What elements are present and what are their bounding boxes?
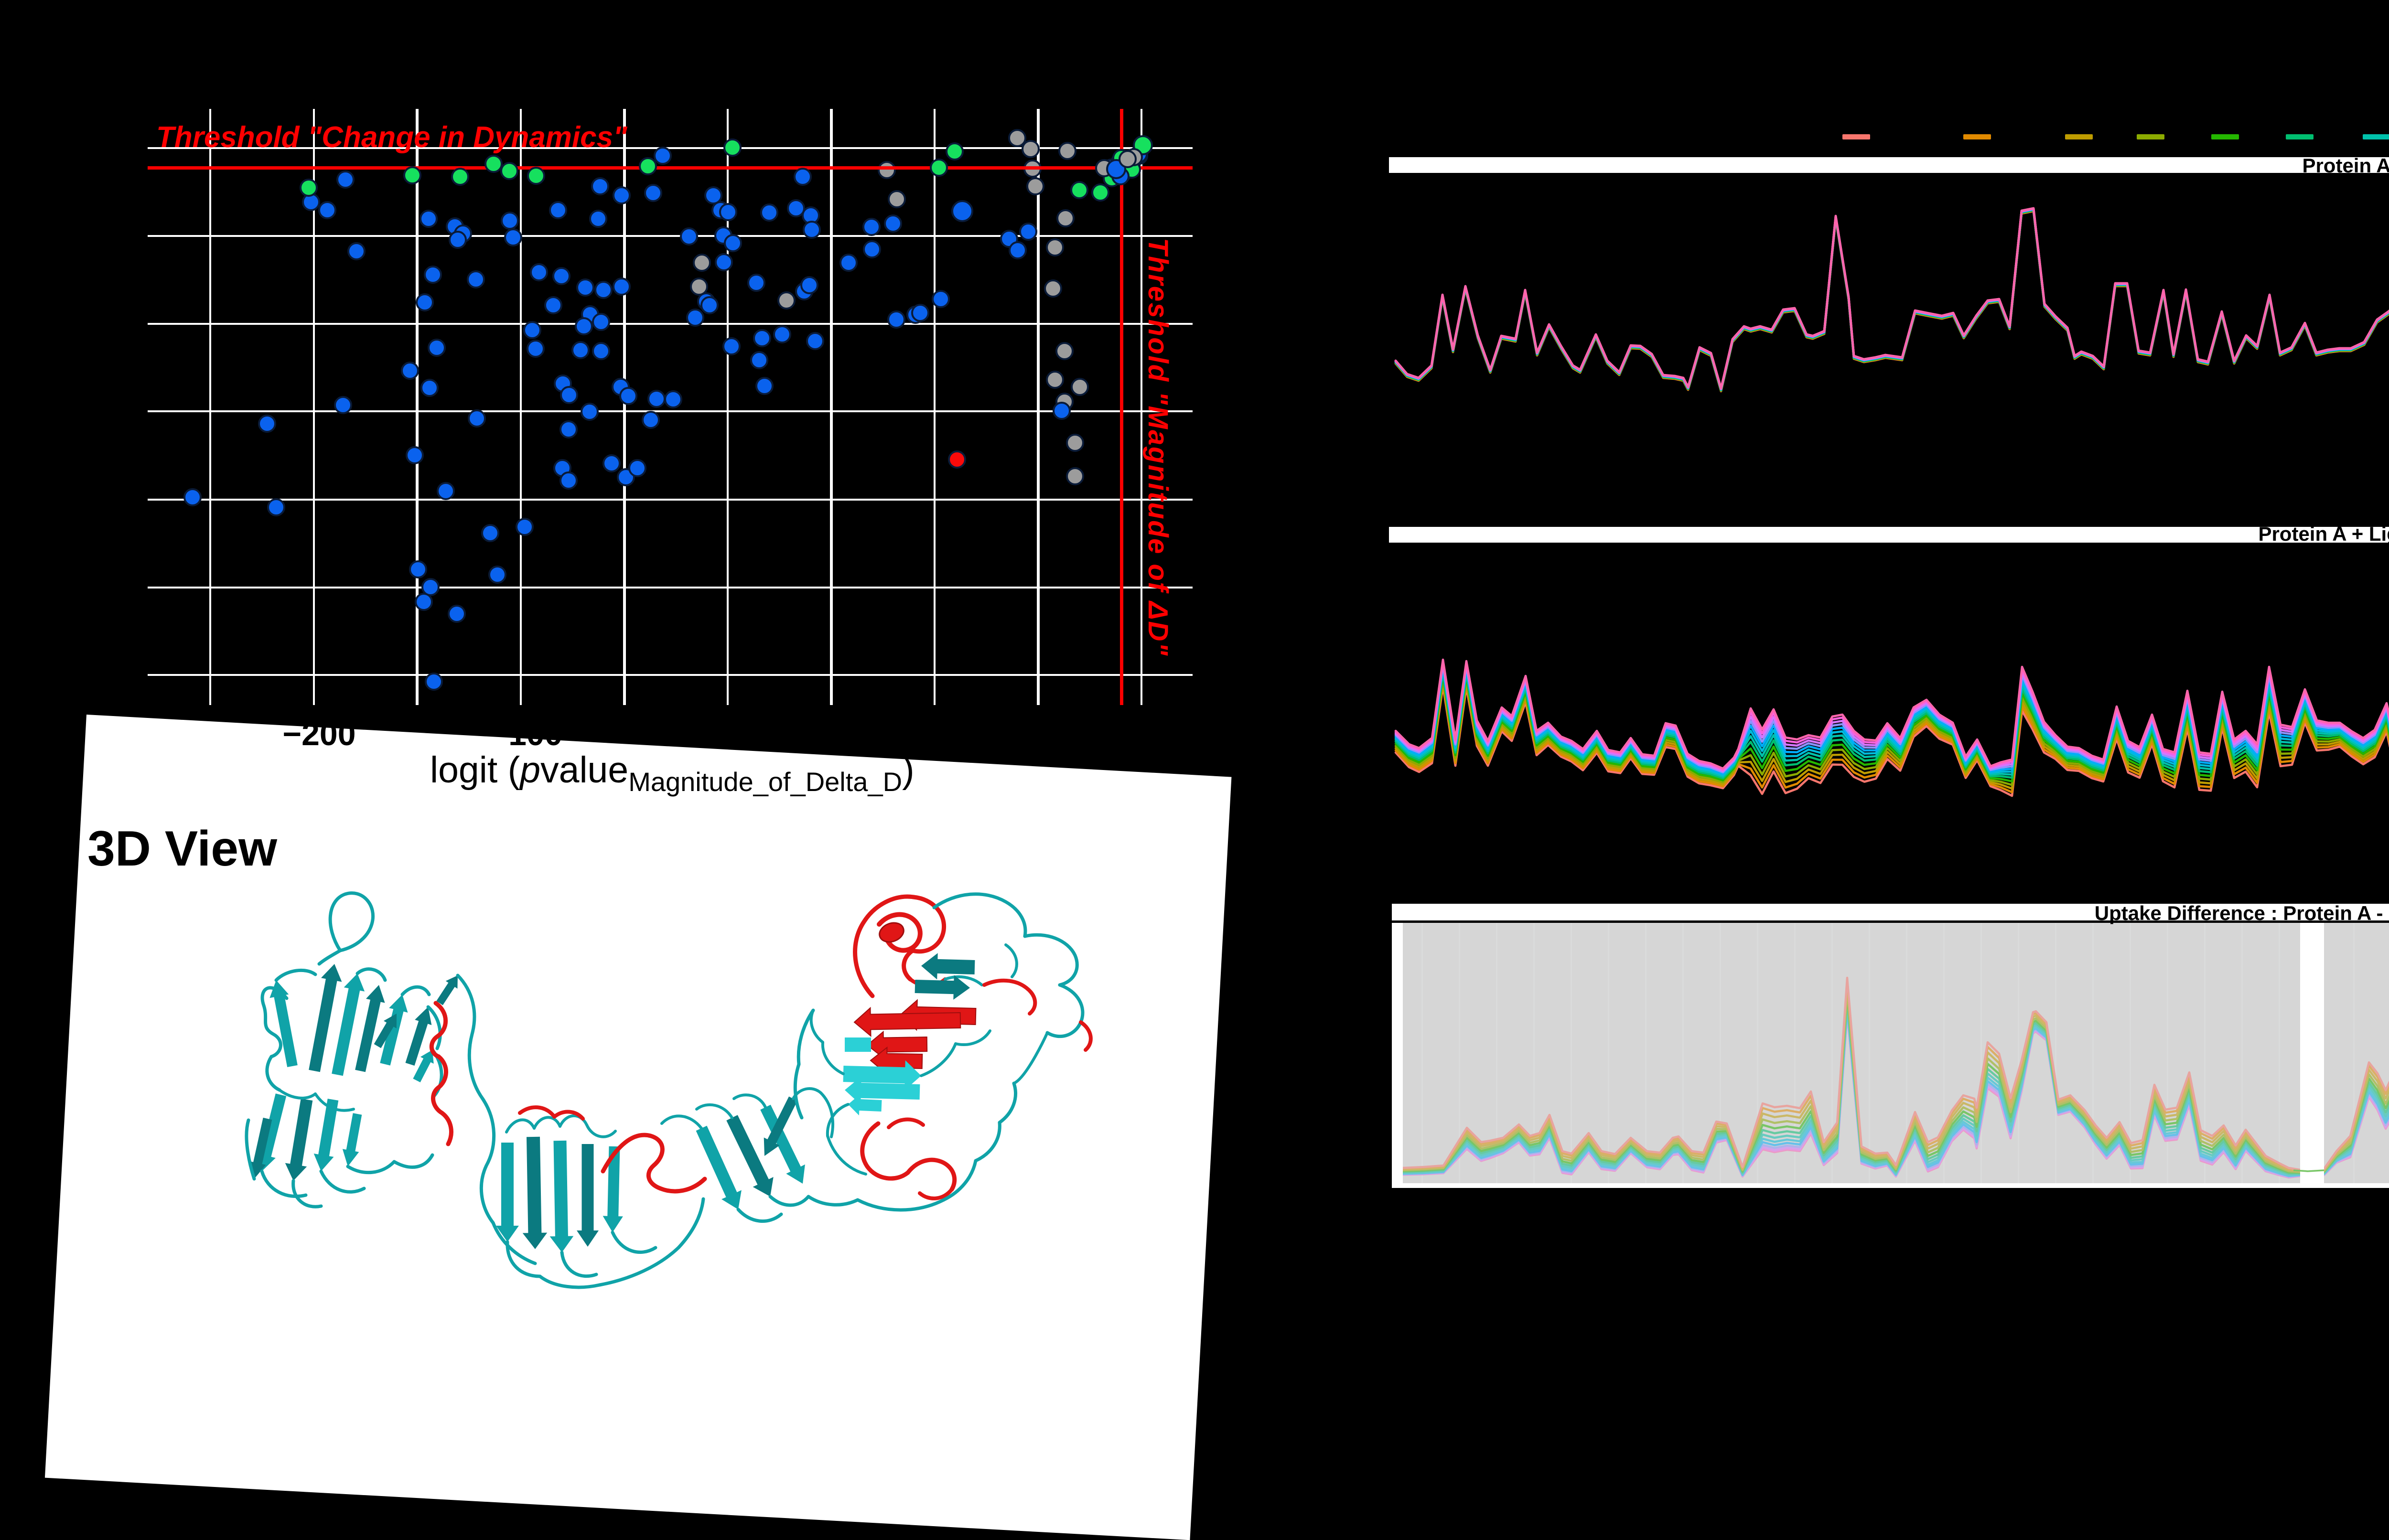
svg-text:Uptake Difference : Protein A: Uptake Difference : Protein A - (Protein… xyxy=(2095,902,2389,924)
svg-text:−200: −200 xyxy=(282,716,355,752)
svg-text:−100: −100 xyxy=(489,716,562,752)
svg-text:Protein A + Ligand: Protein A + Ligand xyxy=(2258,523,2389,545)
svg-text:logit (pvalueMagnitude_of_Delt: logit (pvalueMagnitude_of_Delta_D) xyxy=(430,749,915,797)
svg-text:Protein A: Protein A xyxy=(2302,154,2389,177)
svg-text:3D View: 3D View xyxy=(87,821,278,877)
svg-text:Threshold "Change in Dynamics": Threshold "Change in Dynamics" xyxy=(156,121,628,154)
svg-text:Threshold "Magnitude of ΔD": Threshold "Magnitude of ΔD" xyxy=(1142,238,1173,657)
